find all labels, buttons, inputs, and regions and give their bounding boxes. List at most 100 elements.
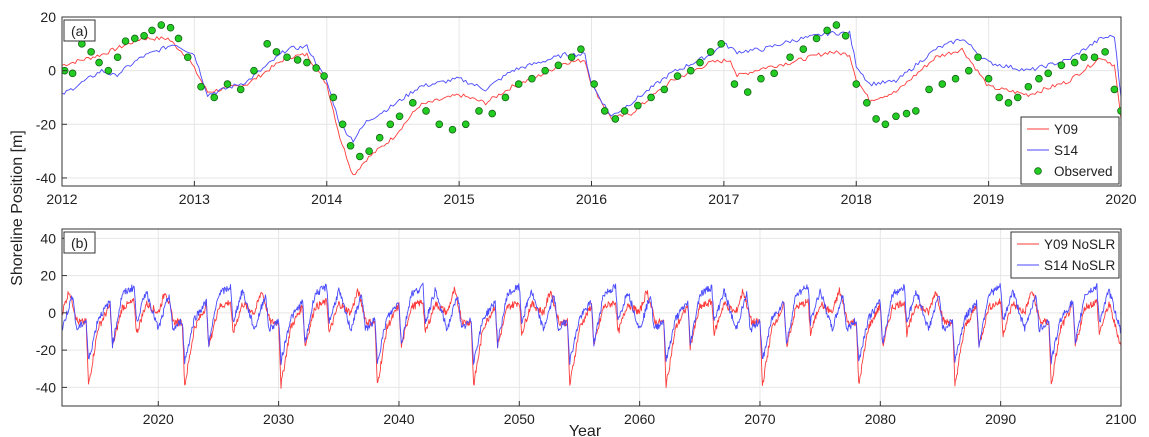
ticks-a: 2012 2013 2014 2015 2016 2017 2018 2019 2020 -40 -… bbox=[36, 9, 1137, 207]
point-observed-13 bbox=[174, 34, 183, 43]
x-tick-label-2040: 2040 bbox=[383, 411, 414, 427]
point-observed-46 bbox=[554, 61, 563, 70]
point-observed-92 bbox=[1080, 53, 1088, 62]
point-observed-84 bbox=[995, 93, 1004, 102]
point-observed-16 bbox=[210, 93, 219, 102]
plot-background-b bbox=[62, 229, 1121, 406]
panel-label-a-text: (a) bbox=[71, 23, 88, 39]
series-line-y09-noslr bbox=[62, 286, 1121, 389]
point-observed-78 bbox=[925, 85, 933, 94]
point-observed-69 bbox=[832, 21, 841, 29]
point-observed-87 bbox=[1024, 82, 1033, 91]
point-observed-28 bbox=[338, 120, 347, 129]
point-observed-51 bbox=[611, 115, 620, 123]
point-observed-39 bbox=[461, 120, 470, 129]
point-observed-8 bbox=[131, 34, 139, 43]
x-tick-label-2080: 2080 bbox=[865, 411, 896, 427]
panel-label-b-text: (b) bbox=[71, 235, 88, 251]
point-observed-4 bbox=[95, 58, 103, 67]
point-observed-42 bbox=[501, 93, 510, 102]
point-observed-55 bbox=[660, 85, 669, 94]
point-observed-94 bbox=[1101, 48, 1109, 56]
point-observed-12 bbox=[166, 23, 175, 32]
point-observed-50 bbox=[600, 107, 609, 115]
y-tick-label--40: -40 bbox=[36, 170, 56, 186]
point-observed-23 bbox=[293, 56, 302, 64]
point-observed-59 bbox=[706, 48, 715, 56]
point-observed-15 bbox=[197, 82, 205, 91]
point-observed-73 bbox=[872, 115, 880, 123]
point-observed-89 bbox=[1044, 69, 1052, 78]
legend-label-s14: S14 bbox=[1054, 143, 1079, 158]
x-tick-label-2018: 2018 bbox=[841, 191, 872, 207]
y-tick-label-0: 0 bbox=[48, 63, 56, 79]
panel-a: 2012 2013 2014 2015 2016 2017 2018 2019 2020 -40 -… bbox=[36, 9, 1137, 207]
x-tick-label-2012: 2012 bbox=[46, 191, 77, 207]
x-tick-label-2030: 2030 bbox=[263, 411, 294, 427]
point-observed-1 bbox=[68, 69, 77, 78]
point-observed-58 bbox=[696, 58, 704, 67]
point-observed-30 bbox=[356, 152, 364, 161]
x-tick-label-2070: 2070 bbox=[744, 411, 775, 427]
series-line-s14-noslr bbox=[62, 282, 1121, 366]
point-observed-47 bbox=[567, 53, 576, 62]
y-tick-label--40: -40 bbox=[36, 379, 56, 395]
point-observed-83 bbox=[984, 74, 993, 83]
x-axis-label: Year bbox=[569, 423, 602, 437]
series-group-a bbox=[62, 21, 1121, 176]
point-observed-17 bbox=[223, 80, 232, 88]
x-tick-label-2020: 2020 bbox=[1105, 191, 1136, 207]
point-observed-29 bbox=[346, 141, 355, 150]
legend-label-y09: Y09 bbox=[1054, 122, 1078, 137]
x-tick-label-2090: 2090 bbox=[985, 411, 1016, 427]
point-observed-65 bbox=[786, 53, 794, 62]
x-tick-label-2019: 2019 bbox=[973, 191, 1004, 207]
point-observed-93 bbox=[1090, 53, 1099, 62]
point-observed-5 bbox=[104, 66, 113, 75]
point-observed-66 bbox=[799, 45, 808, 53]
x-tick-label-2020: 2020 bbox=[143, 411, 174, 427]
legend-box-b bbox=[1010, 231, 1120, 279]
axes-frame-b bbox=[61, 228, 1122, 407]
point-observed-60 bbox=[717, 40, 726, 48]
point-observed-43 bbox=[514, 80, 523, 88]
legend-marker-observed bbox=[1034, 167, 1042, 175]
point-observed-20 bbox=[263, 40, 271, 48]
point-observed-64 bbox=[770, 69, 778, 78]
point-observed-21 bbox=[272, 48, 281, 56]
point-observed-54 bbox=[647, 93, 655, 102]
x-tick-label-2015: 2015 bbox=[444, 191, 475, 207]
series-group-b bbox=[62, 282, 1121, 389]
x-tick-label-2013: 2013 bbox=[179, 191, 210, 207]
y-tick-label-20: 20 bbox=[40, 9, 56, 25]
point-observed-24 bbox=[303, 58, 311, 67]
point-observed-26 bbox=[320, 72, 328, 80]
plot-area-a bbox=[62, 21, 1121, 176]
panel-label-b: (b) bbox=[63, 231, 96, 254]
panel-label-a: (a) bbox=[63, 19, 96, 42]
x-tick-label-2014: 2014 bbox=[311, 191, 342, 207]
point-observed-85 bbox=[1004, 99, 1013, 107]
point-observed-72 bbox=[863, 99, 871, 107]
point-observed-25 bbox=[312, 64, 320, 72]
point-observed-86 bbox=[1013, 93, 1022, 102]
panel-b: 2020 2030 2040 2050 2060 2070 2080 2090 2100-40-… bbox=[36, 228, 1137, 427]
point-observed-19 bbox=[250, 66, 258, 75]
point-observed-61 bbox=[730, 80, 739, 88]
point-observed-18 bbox=[236, 85, 245, 94]
point-observed-40 bbox=[475, 107, 483, 115]
point-observed-70 bbox=[841, 31, 850, 40]
point-observed-41 bbox=[488, 109, 497, 118]
point-observed-57 bbox=[686, 66, 695, 75]
y-tick-label--20: -20 bbox=[36, 342, 56, 358]
legend-b: Y09 NoSLR S14 NoSLR bbox=[1010, 231, 1120, 279]
y-axis-label: Shoreline Position [m] bbox=[9, 130, 26, 286]
point-observed-35 bbox=[408, 99, 417, 107]
point-observed-36 bbox=[422, 107, 430, 115]
point-observed-90 bbox=[1057, 61, 1066, 70]
point-observed-27 bbox=[329, 93, 338, 102]
point-observed-76 bbox=[902, 109, 911, 118]
point-observed-91 bbox=[1070, 58, 1079, 67]
point-observed-11 bbox=[157, 21, 166, 29]
point-observed-33 bbox=[386, 120, 395, 129]
